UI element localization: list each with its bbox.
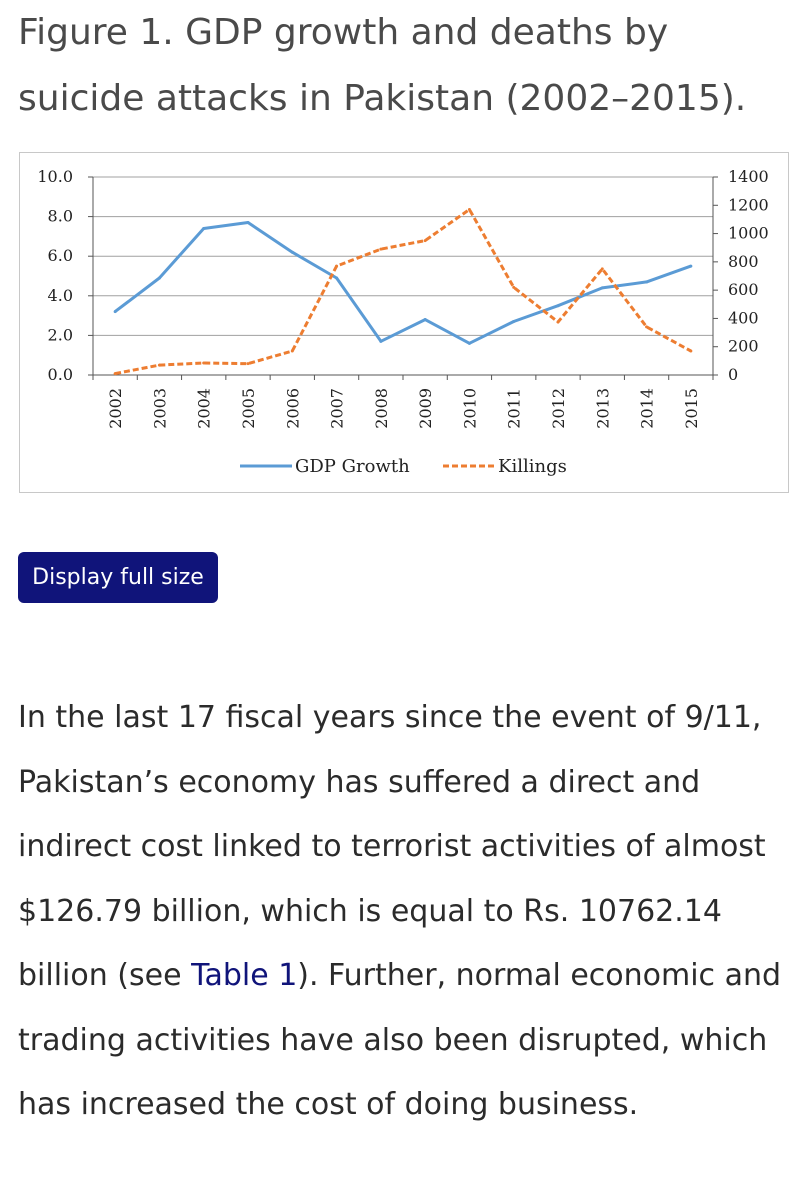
killings-point <box>202 361 206 365</box>
gdp-growth-point <box>556 304 560 308</box>
x-tick-label: 2013 <box>593 388 612 429</box>
gdp-growth-point <box>645 280 649 284</box>
x-tick-label: 2003 <box>150 388 169 429</box>
chart: 10.0 8.0 6.0 4.0 2.0 0.0 1400 1200 1000 800 600 400… <box>37 167 769 477</box>
x-tick-label: 2007 <box>328 388 347 429</box>
x-tick-label: 2002 <box>106 388 125 429</box>
gdp-growth-point <box>290 250 294 254</box>
killings-point <box>246 362 250 366</box>
right-tick-label: 800 <box>728 252 759 271</box>
killings-point <box>467 208 471 212</box>
right-tick-label: 1200 <box>728 195 769 214</box>
killings-point <box>157 363 161 367</box>
gdp-growth-point <box>157 276 161 280</box>
gdp-growth-point <box>512 320 516 324</box>
gdp-growth-point <box>113 310 117 314</box>
right-tick-label: 1000 <box>728 224 769 243</box>
left-tick-label: 6.0 <box>48 246 73 265</box>
x-tick-label: 2006 <box>283 388 302 429</box>
gdp-growth-point <box>335 276 339 280</box>
killings-point <box>645 325 649 329</box>
left-tick-label: 8.0 <box>48 207 73 226</box>
x-tick-label: 2004 <box>195 388 214 429</box>
killings-point <box>600 267 604 271</box>
left-tick-label: 2.0 <box>48 325 73 344</box>
right-tick-label: 200 <box>728 337 759 356</box>
figure-frame: 10.0 8.0 6.0 4.0 2.0 0.0 1400 1200 1000 800 600 400… <box>19 152 789 493</box>
gdp-growth-point <box>202 226 206 230</box>
legend-gdp-label: GDP Growth <box>295 456 410 477</box>
killings-point <box>379 247 383 251</box>
left-tick-label: 10.0 <box>37 167 73 186</box>
killings-point <box>335 264 339 268</box>
x-tick-label: 2005 <box>239 388 258 429</box>
x-tick-label: 2010 <box>460 388 479 429</box>
x-tick-label: 2012 <box>549 388 568 429</box>
gdp-growth-point <box>423 318 427 322</box>
x-tick-label: 2014 <box>638 388 657 429</box>
killings-point <box>113 372 117 376</box>
gdp-growth-line <box>114 221 692 345</box>
x-tick-label: 2009 <box>416 388 435 429</box>
legend-killings-label: Killings <box>498 456 567 477</box>
x-tick-label: 2015 <box>682 388 701 429</box>
figure-caption: Figure 1. GDP growth and deaths by suici… <box>18 12 747 119</box>
right-tick-label: 1400 <box>728 167 769 186</box>
gdp-growth-point <box>689 264 693 268</box>
killings-point <box>556 320 560 324</box>
display-full-size-button[interactable]: Display full size <box>18 552 218 603</box>
body-paragraph: In the last 17 fiscal years since the ev… <box>18 686 793 1138</box>
body-text-start: In the last 17 fiscal years since the ev… <box>18 700 766 993</box>
killings-point <box>512 285 516 289</box>
table-1-link[interactable]: Table 1 <box>191 958 298 993</box>
gdp-growth-point <box>467 341 471 345</box>
gdp-growth-point <box>246 221 250 225</box>
killings-point <box>290 349 294 353</box>
killings-line <box>114 208 692 376</box>
x-tick-label: 2008 <box>372 388 391 429</box>
right-tick-label: 600 <box>728 280 759 299</box>
gdp-growth-point <box>600 286 604 290</box>
right-tick-label: 400 <box>728 308 759 327</box>
killings-point <box>689 349 693 353</box>
gdp-growth-point <box>379 339 383 343</box>
right-tick-label: 0 <box>728 365 738 384</box>
x-tick-label: 2011 <box>505 388 524 429</box>
left-tick-label: 0.0 <box>48 365 73 384</box>
left-tick-label: 4.0 <box>48 286 73 305</box>
body-text-end: ). Further, normal economic and trading … <box>18 958 782 1122</box>
killings-point <box>423 239 427 243</box>
